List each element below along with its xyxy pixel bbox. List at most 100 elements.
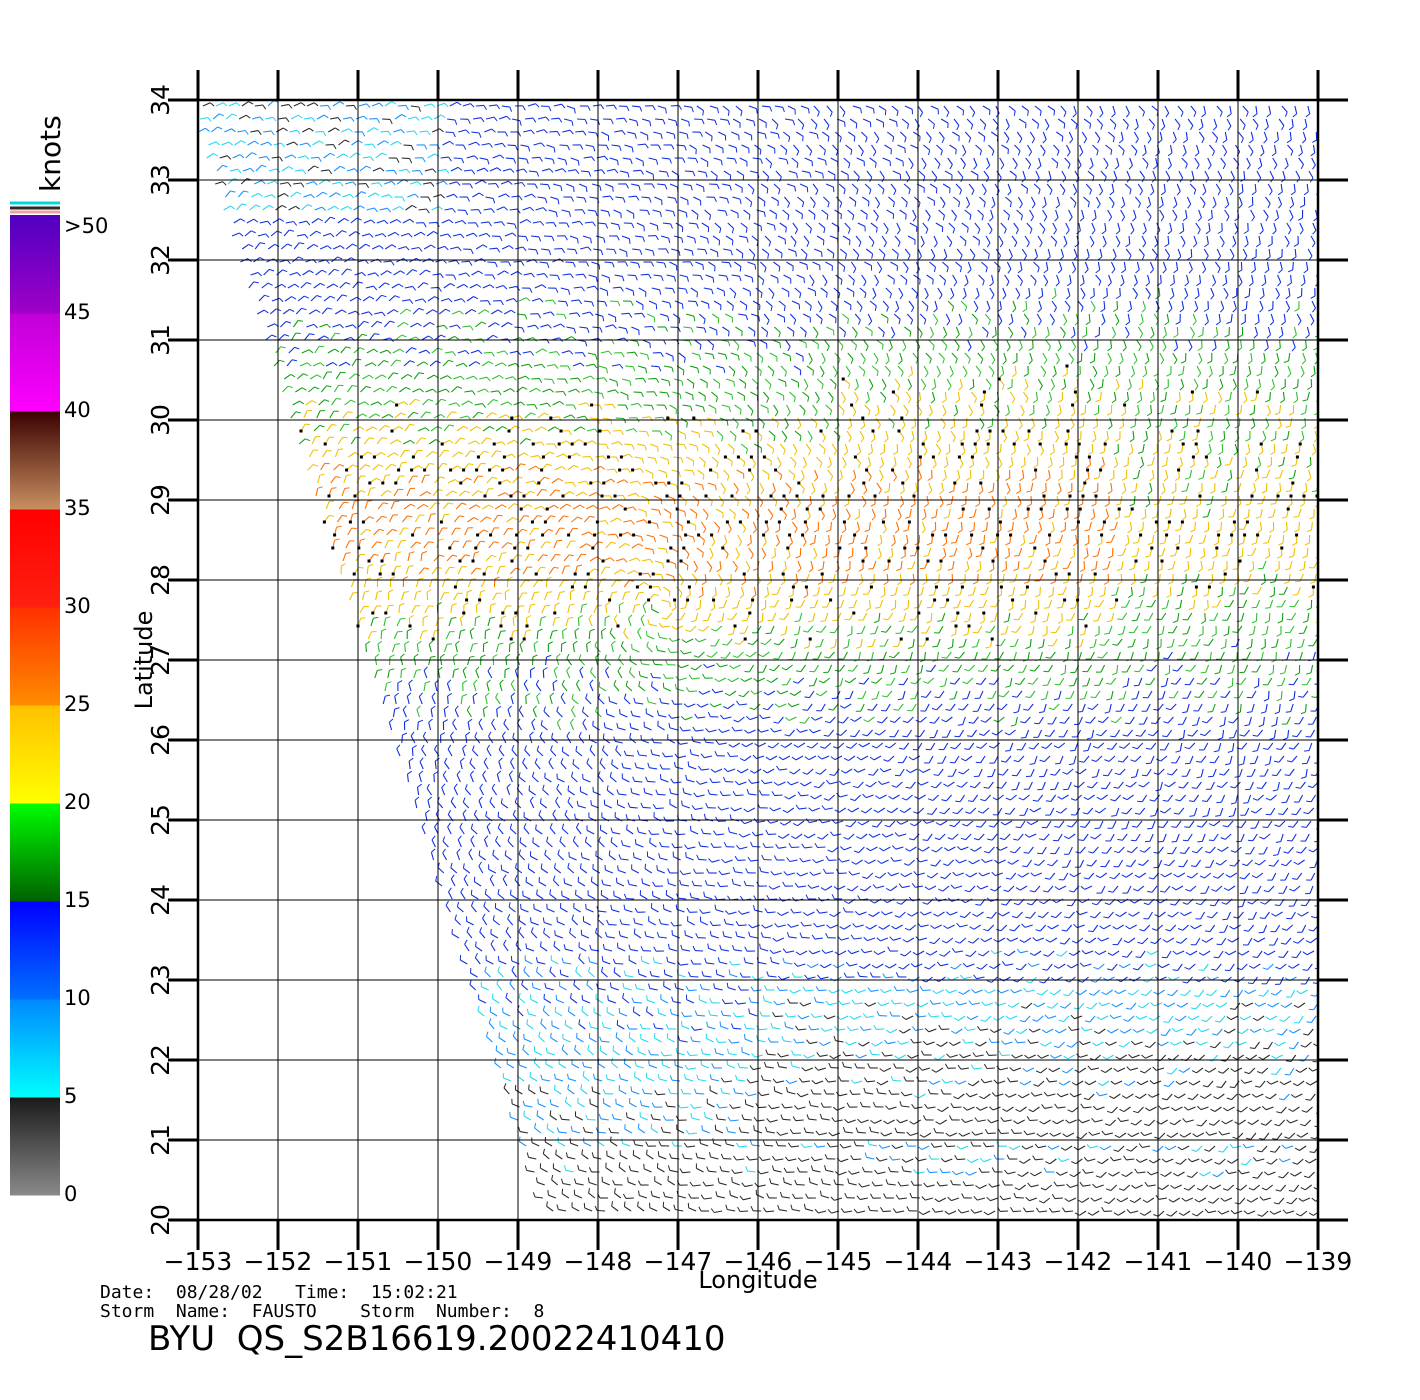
- wind-barb-tick: [736, 423, 739, 429]
- wind-barb-tick: [703, 462, 706, 468]
- wind-barb: [521, 428, 530, 432]
- wind-barb: [428, 221, 437, 224]
- wind-barb: [1112, 248, 1117, 257]
- wind-barb: [723, 469, 730, 477]
- wind-barb-tick: [591, 301, 595, 307]
- wind-barb-tick: [855, 123, 858, 129]
- wind-barb: [1103, 300, 1106, 310]
- wind-barb: [672, 313, 681, 319]
- wind-barb: [234, 140, 242, 146]
- wind-barb-tick: [919, 112, 924, 118]
- wind-barb-tick: [383, 360, 389, 363]
- wind-barb: [791, 300, 800, 305]
- wind-barb-tick: [1196, 282, 1201, 287]
- wind-barb: [685, 391, 693, 396]
- wind-barb: [1054, 430, 1060, 439]
- wind-barb: [1211, 209, 1213, 219]
- wind-barb: [870, 443, 874, 452]
- wind-barb-tick: [1028, 164, 1032, 170]
- wind-barb: [401, 299, 410, 302]
- wind-barb: [451, 310, 460, 315]
- wind-barb: [761, 105, 770, 108]
- wind-barb-tick: [1037, 267, 1040, 273]
- wind-barb: [1051, 300, 1057, 308]
- wind-barb-tick: [809, 150, 813, 156]
- wind-barb: [745, 118, 754, 122]
- wind-barb: [698, 313, 706, 320]
- wind-barb: [428, 439, 437, 445]
- wind-barb-tick: [1220, 438, 1225, 443]
- wind-barb: [914, 417, 917, 427]
- wind-barb-tick: [825, 424, 829, 430]
- wind-barb: [730, 209, 739, 214]
- wind-barb-tick: [381, 437, 387, 439]
- wind-barb-tick: [972, 112, 976, 118]
- wind-barb: [977, 131, 986, 138]
- wind-barb: [1085, 183, 1092, 191]
- wind-barb: [275, 204, 283, 211]
- wind-barb: [726, 378, 734, 383]
- wind-barb: [864, 404, 871, 412]
- wind-barb: [930, 248, 936, 257]
- wind-barb-tick: [599, 185, 602, 192]
- wind-barb-tick: [1184, 295, 1189, 300]
- rain-flag-dot: [618, 468, 622, 472]
- wind-barb: [327, 348, 335, 354]
- wind-barb-tick: [717, 318, 720, 324]
- wind-barb-tick: [718, 240, 721, 246]
- wind-barb: [576, 196, 585, 199]
- wind-barb: [1212, 196, 1217, 205]
- wind-barb-tick: [261, 164, 267, 168]
- wind-barb-tick: [295, 411, 301, 414]
- wind-barb-tick: [1289, 216, 1294, 222]
- wind-barb: [1214, 261, 1221, 269]
- wind-barb-tick: [1160, 191, 1166, 196]
- wind-barb-tick: [971, 190, 975, 196]
- wind-barb: [1150, 404, 1153, 414]
- wind-barb-tick: [1141, 308, 1146, 313]
- wind-barb-tick: [681, 237, 684, 244]
- wind-barb: [939, 196, 946, 204]
- wind-barb-tick: [448, 156, 452, 162]
- wind-barb: [255, 164, 262, 172]
- wind-barb-tick: [1047, 399, 1052, 404]
- wind-barb: [1003, 352, 1007, 361]
- wind-barb: [592, 326, 601, 329]
- wind-barb-tick: [1293, 399, 1298, 404]
- wind-barb-tick: [1090, 385, 1095, 391]
- wind-barb: [1197, 287, 1200, 296]
- wind-barb: [471, 131, 480, 134]
- wind-barb: [293, 182, 302, 185]
- wind-barb: [888, 417, 895, 425]
- wind-barb-tick: [1222, 164, 1226, 170]
- wind-barb: [270, 230, 278, 237]
- wind-barb: [306, 323, 315, 328]
- wind-barb-tick: [1109, 191, 1115, 196]
- wind-barb: [466, 296, 474, 302]
- wind-barb-tick: [1051, 320, 1055, 326]
- wind-barb: [467, 440, 476, 445]
- wind-barb-tick: [813, 214, 816, 220]
- wind-barb: [439, 233, 448, 237]
- wind-barb-tick: [905, 477, 910, 482]
- wind-barb: [827, 469, 834, 477]
- wind-barb: [627, 274, 636, 277]
- wind-barb-tick: [879, 476, 884, 482]
- wind-barb-tick: [1197, 334, 1203, 338]
- wind-barb-tick: [362, 413, 368, 417]
- rain-flag-dot: [986, 442, 990, 446]
- wind-barb-tick: [1093, 477, 1099, 480]
- wind-barb: [501, 105, 510, 108]
- wind-barb-tick: [1226, 113, 1232, 118]
- wind-barb: [390, 359, 397, 367]
- wind-barb-tick: [844, 121, 846, 127]
- wind-barb-tick: [605, 223, 609, 229]
- wind-barb-tick: [288, 104, 293, 109]
- wind-barb: [291, 332, 297, 341]
- wind-barb-tick: [440, 194, 445, 199]
- wind-barb: [1245, 378, 1249, 387]
- wind-barb-tick: [1160, 359, 1165, 365]
- wind-barb-tick: [1061, 386, 1066, 391]
- wind-barb-tick: [916, 399, 921, 404]
- wind-barb: [1045, 339, 1051, 347]
